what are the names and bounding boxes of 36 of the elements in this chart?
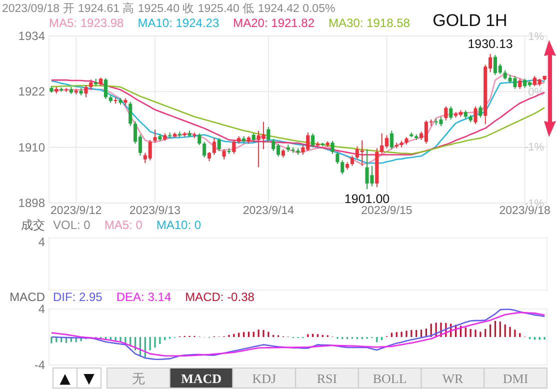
- x-tick-label: 2023/9/15: [361, 205, 412, 217]
- text: MACD: -0.38: [185, 290, 255, 304]
- category-label: RSI: [316, 371, 338, 386]
- chart-title: MACD: [10, 290, 46, 304]
- x-tick-label: 2023/9/13: [129, 205, 181, 217]
- annotation: 1930.13: [468, 36, 513, 51]
- annotation: 1901.00: [344, 192, 390, 206]
- category-label: 无: [132, 371, 145, 386]
- x-tick-label: 2023/9/14: [242, 205, 295, 217]
- text: 2023/09/18 开 1924.61 高 1925.40 收 1925.40 低 1924.42 0.05%: [2, 1, 336, 15]
- text: MA5: 1923.98: [49, 16, 124, 30]
- text: 成交: [21, 218, 45, 232]
- text: MA10: 1924.23: [138, 16, 220, 30]
- text: DEA: 3.14: [116, 290, 172, 304]
- category-label: ▲: [60, 371, 71, 387]
- text: MA30: 1918.58: [328, 16, 410, 30]
- legend-label: VOL: 0: [53, 218, 91, 232]
- chart-title: GOLD 1H: [432, 11, 508, 30]
- y-tick-label: 4: [38, 302, 46, 316]
- y-tick-label: 1910: [18, 140, 46, 154]
- x-tick-label: 2023/9/12: [50, 205, 102, 217]
- text: DIF: 2.95: [53, 290, 103, 304]
- category-label: ▼: [84, 371, 95, 387]
- legend-label: MA5: 0: [104, 218, 143, 232]
- text: MA20: 1921.82: [233, 16, 315, 30]
- category-label: MACD: [181, 371, 222, 386]
- legend-label: MA10: 0: [156, 218, 202, 232]
- x-tick-label: 2023/9/18: [499, 205, 550, 217]
- category-label: BOLL: [372, 371, 407, 386]
- y-tick-label: -4: [34, 358, 46, 372]
- y-tick-label: 1922: [18, 84, 46, 99]
- category-label: DMI: [502, 371, 528, 386]
- y-tick-label: 1934: [18, 29, 46, 43]
- category-label: KDJ: [252, 371, 276, 386]
- category-label: WR: [442, 371, 464, 386]
- y-tick-label: 1898: [18, 196, 46, 210]
